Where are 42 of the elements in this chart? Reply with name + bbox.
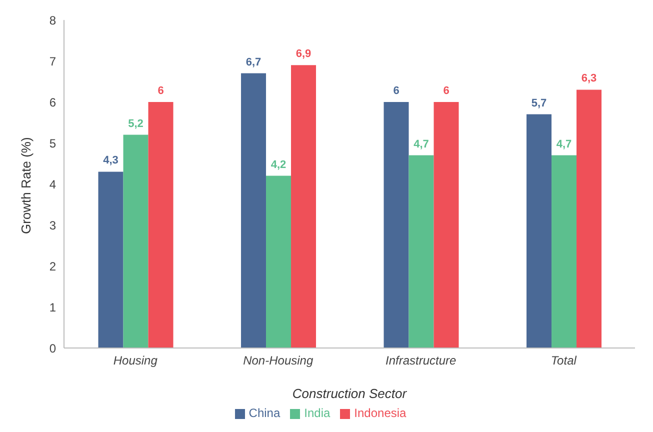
legend-label: China	[248, 406, 280, 420]
y-axis-title: Growth Rate (%)	[18, 137, 34, 234]
y-tick-label: 5	[49, 136, 56, 150]
bar	[266, 176, 292, 348]
bar	[408, 155, 434, 348]
y-tick-label: 7	[49, 54, 56, 68]
data-label: 4,2	[270, 158, 286, 171]
y-tick-label: 6	[49, 95, 56, 110]
y-tick-label: 2	[49, 259, 56, 274]
bar	[384, 102, 409, 348]
bar	[241, 73, 266, 348]
data-label: 6	[393, 85, 400, 97]
data-label: 4,7	[556, 138, 572, 150]
data-label: 4,7	[414, 138, 429, 150]
y-tick-label: 1	[49, 300, 56, 314]
legend-label: India	[304, 406, 330, 420]
data-label: 4,3	[103, 154, 118, 167]
bar	[526, 114, 552, 348]
bar	[98, 172, 124, 348]
y-tick-label: 4	[49, 177, 56, 192]
y-tick-label: 8	[49, 13, 56, 28]
y-tick-label: 0	[49, 341, 56, 356]
x-tick-label: Infrastructure	[386, 354, 457, 368]
data-label: 6,7	[246, 56, 262, 68]
data-label: 5,7	[531, 97, 547, 110]
data-label: 6	[443, 85, 450, 97]
x-tick-label: Total	[550, 354, 577, 368]
data-label: 5,2	[128, 118, 144, 130]
data-label: 6	[158, 85, 164, 97]
bar	[291, 65, 316, 348]
x-tick-label: Non-Housing	[243, 354, 314, 368]
legend-label: Indonesia	[354, 406, 406, 420]
bar	[148, 102, 174, 348]
x-tick-label: Housing	[113, 354, 158, 368]
bar	[576, 90, 602, 348]
x-axis-title: Construction Sector	[292, 386, 408, 401]
y-tick-label: 3	[49, 218, 56, 232]
bar	[552, 155, 577, 348]
bar	[123, 134, 148, 348]
data-label: 6,9	[296, 48, 312, 60]
bar	[434, 102, 459, 348]
data-label: 6,3	[581, 72, 597, 85]
